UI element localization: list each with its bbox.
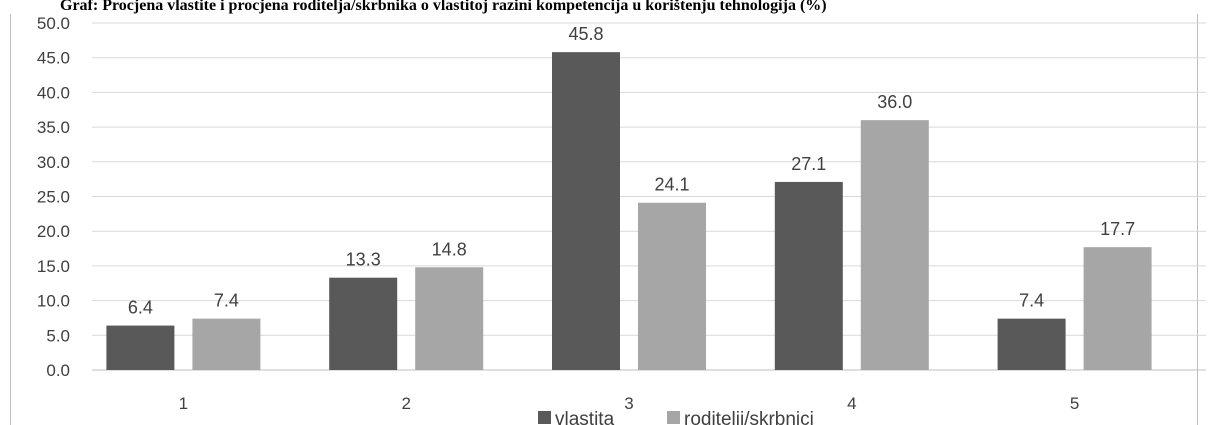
x-tick-label: 4 xyxy=(847,394,856,413)
bar-roditelji-skrbnici xyxy=(415,267,484,370)
data-label: 27.1 xyxy=(791,154,826,174)
x-tick-label: 3 xyxy=(624,394,633,413)
x-axis: 1 2 3 4 5 xyxy=(179,394,1080,413)
data-label: 14.8 xyxy=(432,239,467,259)
data-label: 45.8 xyxy=(568,24,603,44)
data-label: 17.7 xyxy=(1100,219,1135,239)
y-tick-label: 15.0 xyxy=(37,257,70,276)
bar-vlastita xyxy=(774,181,843,370)
bar-vlastita xyxy=(997,318,1066,370)
data-label: 7.4 xyxy=(214,291,239,311)
y-tick-label: 10.0 xyxy=(37,292,70,311)
data-label: 6.4 xyxy=(128,298,153,318)
legend-swatch xyxy=(667,411,680,424)
legend-label: roditelji/skrbnici xyxy=(684,409,814,425)
x-tick-label: 5 xyxy=(1070,394,1079,413)
gridlines xyxy=(92,22,1206,371)
data-labels: 6.4 7.4 13.3 14.8 45.8 24.1 27.1 36.0 7.4 17.7 xyxy=(128,24,1135,317)
legend: vlastita roditelji/skrbnici xyxy=(538,409,814,425)
bar-vlastita xyxy=(106,325,175,370)
bar-roditelji-skrbnici xyxy=(638,202,706,370)
legend-swatch xyxy=(538,411,551,424)
legend-label: vlastita xyxy=(555,409,615,425)
chart-title-cut: Graf: Procjena vlastite i procjena rodit… xyxy=(60,0,827,14)
chart-frame-right xyxy=(1197,14,1198,425)
data-label: 13.3 xyxy=(346,250,381,270)
chart-frame-left xyxy=(10,14,11,425)
data-label: 7.4 xyxy=(1019,291,1044,311)
bar-vlastita xyxy=(552,52,620,370)
y-tick-label: 20.0 xyxy=(37,222,70,241)
y-tick-label: 45.0 xyxy=(37,49,70,68)
bar-roditelji-skrbnici xyxy=(860,120,929,370)
bar-roditelji-skrbnici xyxy=(192,318,261,370)
y-tick-label: 5.0 xyxy=(46,326,70,345)
y-tick-label: 50.0 xyxy=(37,14,70,33)
y-axis: 0.0 5.0 10.0 15.0 20.0 25.0 30.0 35.0 40.0 45.0 50… xyxy=(37,14,70,380)
x-tick-label: 1 xyxy=(179,394,188,413)
y-tick-label: 40.0 xyxy=(37,83,70,102)
y-tick-label: 25.0 xyxy=(37,188,70,207)
bar-vlastita xyxy=(329,277,398,370)
x-tick-label: 2 xyxy=(401,394,410,413)
y-tick-label: 30.0 xyxy=(37,153,70,172)
bars xyxy=(106,52,1152,370)
y-tick-label: 0.0 xyxy=(46,361,70,380)
data-label: 36.0 xyxy=(877,92,912,112)
y-tick-label: 35.0 xyxy=(37,118,70,137)
bar-roditelji-skrbnici xyxy=(1083,247,1152,370)
data-label: 24.1 xyxy=(654,175,689,195)
